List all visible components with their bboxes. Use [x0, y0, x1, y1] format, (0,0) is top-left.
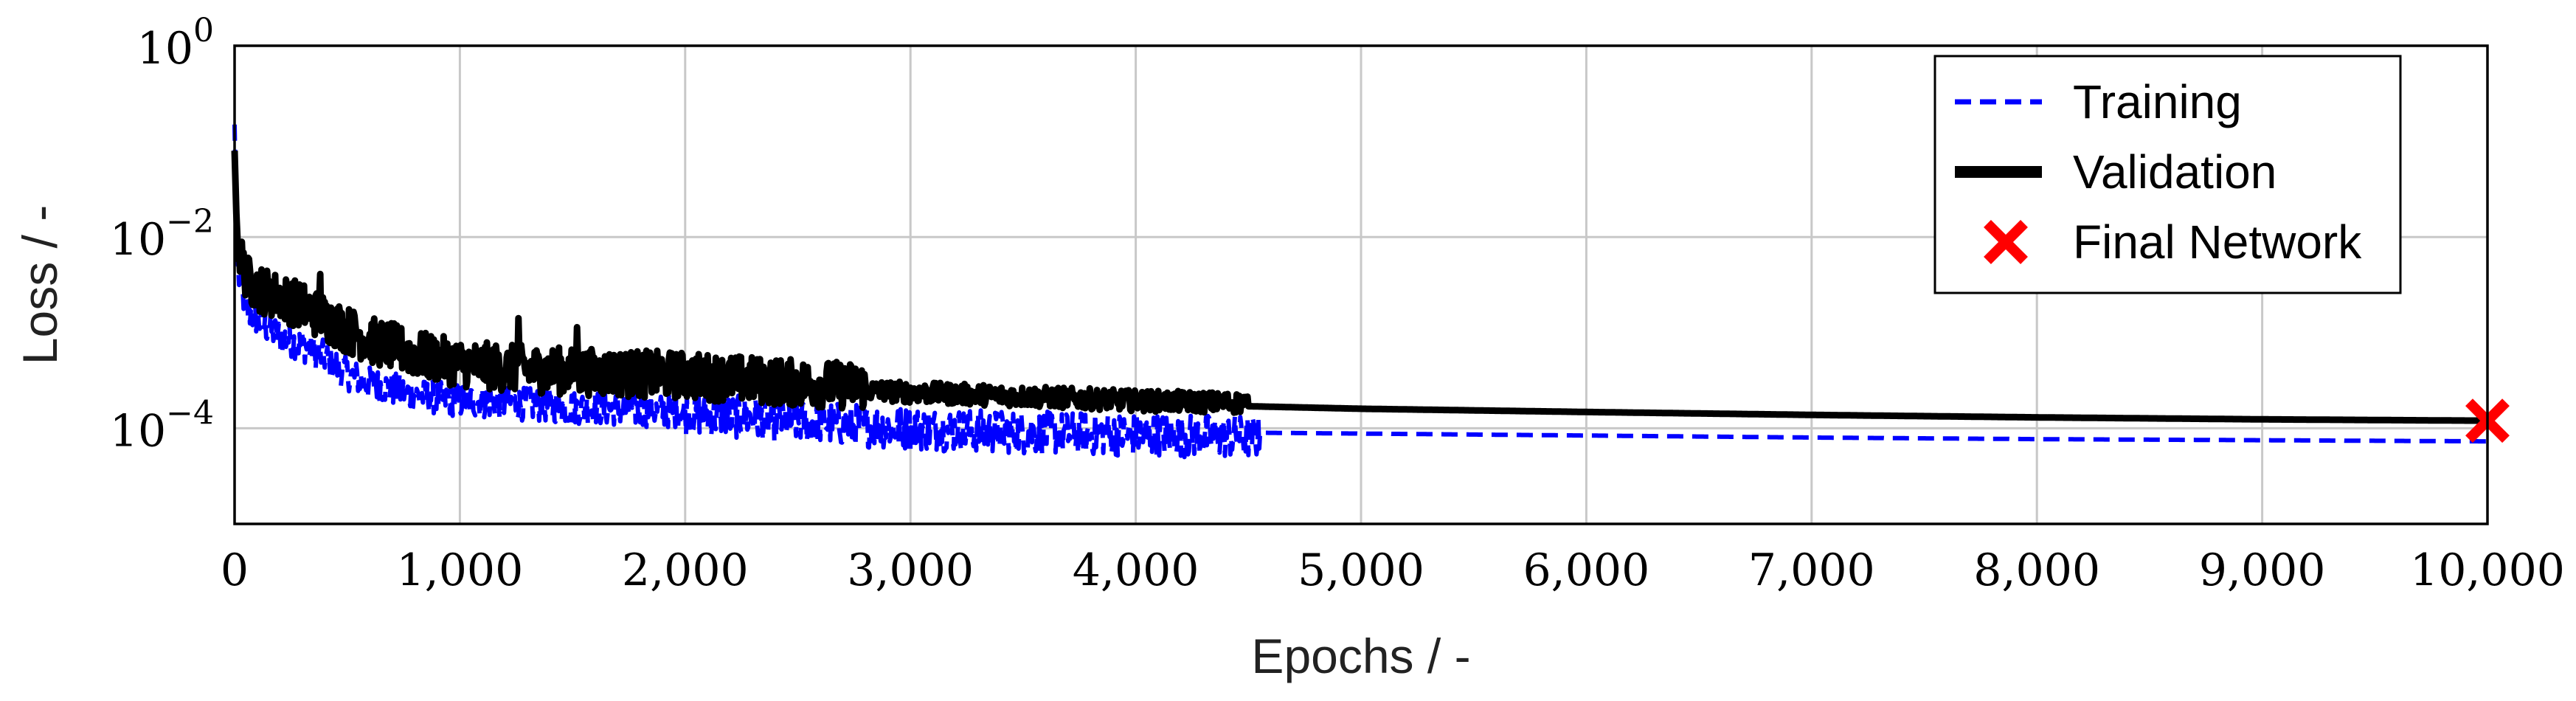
- legend-swatch-final-network: [1984, 220, 2028, 264]
- series-line-training: [232, 124, 2489, 460]
- x-tick-label: 7,000: [1748, 545, 1875, 596]
- y-tick-label: 100: [137, 12, 214, 75]
- x-tick-labels: 0 1,000 2,000 3,000 4,000 5,000 6,000 7,000 8,00…: [221, 545, 2565, 596]
- y-tick-labels: 100 10−2 10−4: [110, 12, 214, 457]
- y-tick-label: 10−2: [110, 203, 214, 266]
- x-tick-label: 8,000: [1973, 545, 2100, 596]
- legend: Training Validation Final Network: [1933, 55, 2402, 294]
- legend-label-training: Training: [2073, 75, 2242, 128]
- legend-label-final-network: Final Network: [2073, 215, 2362, 269]
- x-axis-label: Epochs / -: [1251, 629, 1470, 683]
- x-tick-label: 0: [221, 545, 249, 596]
- y-tick-label: 10−4: [110, 394, 214, 457]
- x-tick-label: 9,000: [2199, 545, 2326, 596]
- x-tick-label: 6,000: [1523, 545, 1650, 596]
- legend-label-validation: Validation: [2073, 145, 2276, 198]
- x-tick-label: 3,000: [847, 545, 974, 596]
- series-layer: [231, 124, 2490, 460]
- x-tick-label: 5,000: [1298, 545, 1424, 596]
- x-tick-label: 4,000: [1073, 545, 1199, 596]
- plot-frame: [233, 44, 2489, 525]
- series-line-validation: [231, 151, 2490, 424]
- x-tick-label: 1,000: [397, 545, 524, 596]
- x-tick-label: 10,000: [2410, 545, 2565, 596]
- y-axis-label: Loss / -: [13, 205, 67, 365]
- x-tick-label: 2,000: [622, 545, 749, 596]
